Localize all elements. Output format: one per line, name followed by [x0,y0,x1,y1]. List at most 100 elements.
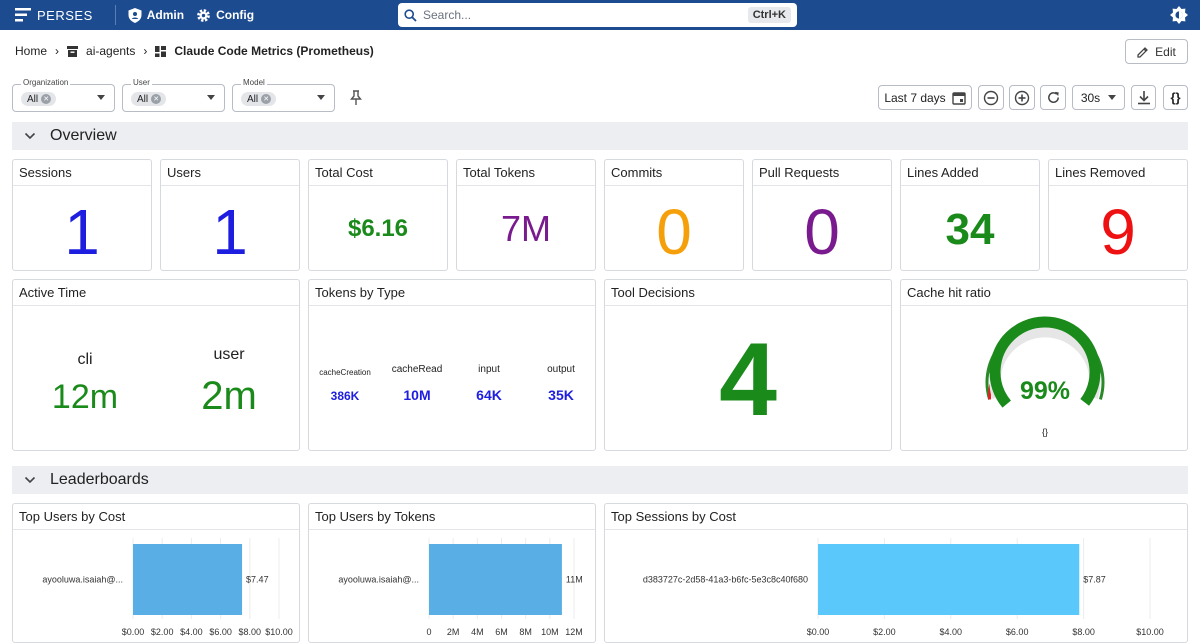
token-type-value: 10M [403,387,431,403]
chevron-right-icon: › [143,44,148,58]
value-label: $7.87 [1083,575,1106,585]
tokens-by-type-panel: Tokens by Type cacheCreation 386K cacheR… [308,279,596,451]
active-time-label-user: user [213,346,245,363]
stat-value: 9 [1100,196,1136,268]
chevron-down-icon[interactable] [207,95,215,100]
panel-divider [13,185,151,186]
panel-title: Lines Added [907,165,979,180]
x-tick-label: $0.00 [807,627,830,637]
panel-divider [309,185,447,186]
stat-value: 7M [500,208,551,249]
refresh-button[interactable] [1040,85,1066,110]
x-tick-label: 6M [495,627,508,637]
panel-title: Active Time [19,285,87,300]
panel-divider [605,185,743,186]
panel-divider [457,185,595,186]
search-placeholder: Search... [423,8,472,22]
organization-chip[interactable]: All ✕ [21,92,57,106]
download-button[interactable] [1131,85,1156,110]
admin-button[interactable]: Admin [128,7,184,23]
stat-value: 1 [212,196,248,268]
download-icon [1137,91,1150,105]
model-select[interactable]: Model All ✕ [232,78,335,112]
pin-icon[interactable] [350,90,362,111]
panel-title: Top Users by Tokens [315,509,436,524]
category-label: ayooluwa.isaiah@... [338,575,419,585]
time-range-picker[interactable]: Last 7 days [878,85,972,110]
edit-button[interactable]: Edit [1125,39,1188,64]
stat-value: $6.16 [347,215,409,242]
x-tick-label: $4.00 [940,627,963,637]
search-input[interactable]: Search... Ctrl+K [398,3,797,27]
gauge-fill [989,316,1101,408]
refresh-interval-select[interactable]: 30s [1072,85,1125,110]
panel-divider [309,529,595,530]
x-tick-label: $0.00 [122,627,145,637]
time-range-label: Last 7 days [884,90,946,105]
panel-title: Tokens by Type [315,285,406,300]
brightness-icon [1170,6,1188,24]
refresh-interval-value: 30s [1080,90,1101,105]
top-navbar: PERSES Admin Config Search... Ctrl+K [0,0,1200,30]
stat-panel-pull-requests: Pull Requests 0 [752,159,892,271]
token-type-label: cacheRead [391,364,443,375]
category-label: d383727c-2d58-41a3-b6fc-5e3c8c40f680 [643,575,808,585]
user-select[interactable]: User All ✕ [122,78,225,112]
model-chip[interactable]: All ✕ [241,92,277,106]
model-label: Model [241,78,267,87]
leaderboards-section-header[interactable]: Leaderboards [12,466,1188,494]
config-button[interactable]: Config [196,8,254,23]
x-tick-label: $6.00 [1006,627,1029,637]
user-chip[interactable]: All ✕ [131,92,167,106]
project-icon [67,45,79,57]
x-tick-label: 4M [471,627,484,637]
panel-divider [605,305,891,306]
zoom-in-button[interactable] [1009,85,1035,110]
panel-divider [13,529,299,530]
top-sessions-by-cost-panel: Top Sessions by Cost $0.00 $2.00 $4.00 $6.0… [604,503,1188,643]
value-label: 11M [566,575,583,585]
breadcrumb-home[interactable]: Home [15,44,48,58]
json-view-button[interactable]: {} [1163,85,1188,110]
model-value: All [247,93,259,105]
braces-icon: {} [1170,90,1181,105]
top-users-by-tokens-chart: 0 2M 4M 6M 8M 10M 12M ayooluwa.isaiah@... 11M [338,538,583,637]
perses-logo-icon [15,8,31,22]
stat-value: 4 [719,322,777,438]
token-type-label: cacheCreation [319,368,371,377]
stat-value: 0 [656,196,692,268]
theme-toggle-button[interactable] [1170,6,1188,29]
top-users-by-cost-panel: Top Users by Cost $0.00 $2.00 $4.00 $6.00 $8… [12,503,300,643]
zoom-in-icon [1014,90,1030,105]
organization-label: Organization [21,78,71,87]
stat-panel-sessions: Sessions 1 [12,159,152,271]
x-tick-label: 0 [426,627,431,637]
user-label: User [131,78,152,87]
stat-panel-users: Users 1 [160,159,300,271]
overview-section-header[interactable]: Overview [12,122,1188,150]
panel-title: Total Cost [315,165,373,180]
panel-title: Lines Removed [1055,165,1146,180]
calendar-icon [951,91,966,105]
panel-title: Total Tokens [463,165,536,180]
clear-icon[interactable]: ✕ [151,94,162,104]
organization-select[interactable]: Organization All ✕ [12,78,115,112]
cache-hit-ratio-panel: Cache hit ratio 99% {} [900,279,1188,451]
chevron-down-icon[interactable] [97,95,105,100]
x-tick-label: 8M [519,627,532,637]
panel-title: Top Users by Cost [19,509,126,524]
panel-divider [753,185,891,186]
chevron-down-icon[interactable] [317,95,325,100]
clear-icon[interactable]: ✕ [261,94,272,104]
stat-panel-lines-added: Lines Added 34 [900,159,1040,271]
bar [133,544,243,615]
category-label: ayooluwa.isaiah@... [42,575,123,585]
x-tick-label: $2.00 [873,627,896,637]
perses-logo[interactable]: PERSES [15,8,93,23]
chevron-down-icon [24,132,36,140]
breadcrumb-project[interactable]: ai-agents [86,44,136,58]
active-time-value-cli: 12m [51,378,119,416]
zoom-out-button[interactable] [978,85,1004,110]
clear-icon[interactable]: ✕ [41,94,52,104]
x-tick-label: $8.00 [1072,627,1095,637]
